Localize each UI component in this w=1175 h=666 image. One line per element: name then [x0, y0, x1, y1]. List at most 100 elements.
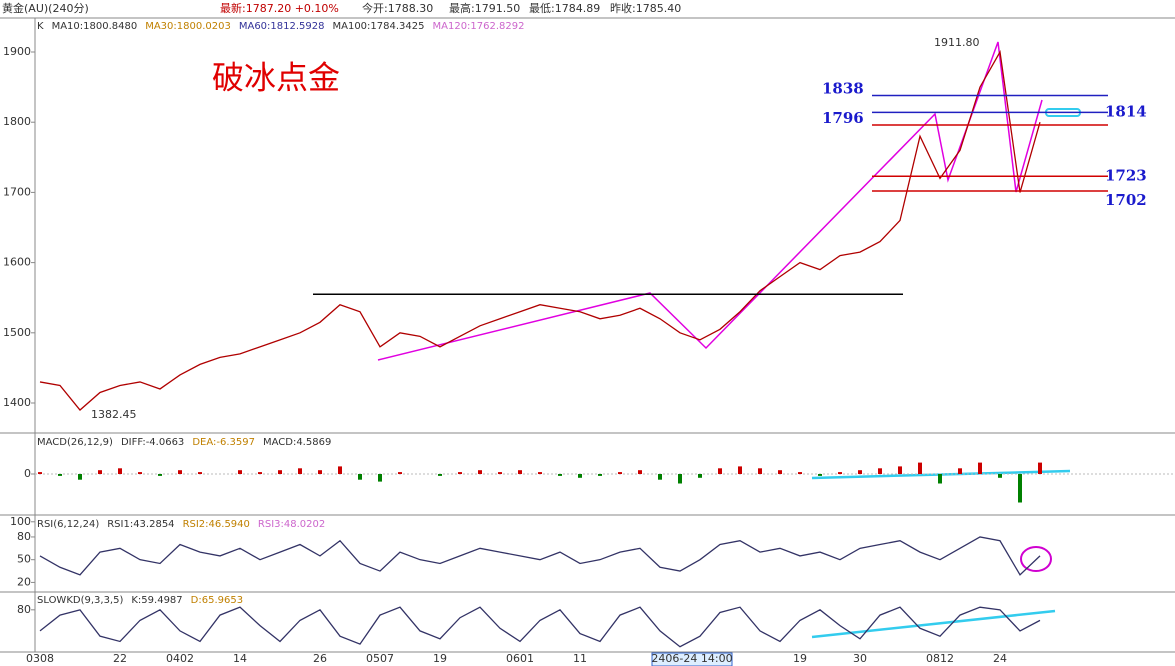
macd-bar — [338, 466, 342, 474]
macd-bar — [978, 462, 982, 474]
macd-bar — [38, 472, 42, 474]
chart-title: 破冰点金 — [212, 59, 340, 97]
macd-bar — [918, 462, 922, 474]
macd-bar — [578, 474, 582, 478]
highlight-circle — [1020, 546, 1052, 572]
macd-bar — [478, 470, 482, 474]
indicator-label: RSI1:43.2854 — [107, 519, 174, 530]
macd-bar — [378, 474, 382, 482]
indicator-label: MA100:1784.3425 — [332, 21, 424, 32]
x-tick-label: 0308 — [26, 652, 54, 665]
indicator-label: DIFF:-4.0663 — [121, 437, 184, 448]
macd-bar — [458, 472, 462, 474]
x-tick-label: 19 — [433, 652, 447, 665]
macd-bar — [938, 474, 942, 484]
macd-bar — [558, 474, 562, 476]
macd-bar — [898, 466, 902, 474]
low: 最低:1784.89 — [529, 2, 600, 15]
cursor-box — [651, 652, 733, 666]
macd-bar — [598, 474, 602, 476]
macd-bar — [98, 470, 102, 474]
macd-bar — [258, 472, 262, 474]
level-label: 1796 — [822, 109, 864, 127]
macd-bar — [198, 472, 202, 474]
indicator-label: RSI(6,12,24) — [37, 519, 99, 530]
open: 今开:1788.30 — [362, 1, 433, 15]
low-label: 1382.45 — [91, 408, 137, 421]
macd-bar — [858, 470, 862, 474]
y-tick-label: 1800 — [3, 115, 31, 128]
macd-bar — [778, 470, 782, 474]
y-tick-label: 50 — [17, 553, 31, 566]
high-label: 1911.80 — [934, 36, 980, 49]
indicator-label: SLOWKD(9,3,3,5) — [37, 595, 123, 606]
macd-bar — [318, 470, 322, 474]
cursor-label: 2406-24 14:00 — [651, 652, 732, 665]
symbol: 黄金(AU)(240分) — [2, 1, 89, 15]
y-tick-label: 80 — [17, 530, 31, 543]
x-tick-label: 26 — [313, 652, 327, 665]
macd-bar — [278, 470, 282, 474]
level-label: 1814 — [1105, 102, 1147, 120]
indicator-label: MA10:1800.8480 — [52, 21, 138, 32]
macd-bar — [518, 470, 522, 474]
macd-bar — [638, 470, 642, 474]
macd-bar — [998, 474, 1002, 478]
macd-bar — [718, 468, 722, 474]
y-tick-label: 100 — [10, 515, 31, 528]
indicator-label: MA30:1800.0203 — [145, 21, 231, 32]
x-tick-label: 11 — [573, 652, 587, 665]
y-tick-label: 1600 — [3, 256, 31, 269]
macd-bar — [138, 472, 142, 474]
indicator-label: D:65.9653 — [191, 595, 243, 606]
x-tick-label: 24 — [993, 652, 1007, 665]
macd-bar — [238, 470, 242, 474]
level-label: 1723 — [1105, 166, 1147, 184]
macd-bar — [178, 470, 182, 474]
high: 最高:1791.50 — [449, 1, 520, 15]
trend-line — [377, 41, 1043, 361]
macd-bar — [78, 474, 82, 480]
macd-bar — [1038, 462, 1042, 474]
latest: 最新:1787.20 +0.10% — [220, 1, 339, 15]
prev-close: 昨收:1785.40 — [610, 1, 681, 15]
macd-bar — [818, 474, 822, 476]
macd-bar — [678, 474, 682, 484]
x-tick-label: 0601 — [506, 652, 534, 665]
x-tick-label: 0507 — [366, 652, 394, 665]
level-label: 1838 — [822, 80, 864, 98]
indicator-label: MACD:4.5869 — [263, 437, 331, 448]
level-label: 1702 — [1105, 191, 1147, 209]
indicator-label: MA120:1762.8292 — [433, 21, 525, 32]
x-tick-label: 0812 — [926, 652, 954, 665]
macd-bar — [738, 466, 742, 474]
trend-line — [811, 609, 1056, 639]
macd-bar — [438, 474, 442, 476]
macd-bar — [958, 468, 962, 474]
indicator-label: RSI3:48.0202 — [258, 519, 325, 530]
series-line — [39, 50, 1041, 411]
y-tick-label: 80 — [17, 603, 31, 616]
y-tick-label: 1900 — [3, 45, 31, 58]
y-tick-label: 1700 — [3, 185, 31, 198]
y-tick-label: 1500 — [3, 326, 31, 339]
macd-bar — [538, 472, 542, 474]
macd-bar — [298, 468, 302, 474]
indicator-label: MACD(26,12,9) — [37, 437, 113, 448]
y-tick-label: 0 — [24, 467, 31, 480]
indicator-label: MA60:1812.5928 — [239, 21, 325, 32]
macd-bar — [1018, 474, 1022, 503]
x-tick-label: 14 — [233, 652, 247, 665]
indicator-label: K — [37, 21, 44, 32]
macd-bar — [658, 474, 662, 480]
x-tick-label: 0402 — [166, 652, 194, 665]
macd-bar — [358, 474, 362, 480]
macd-bar — [58, 474, 62, 476]
x-tick-label: 19 — [793, 652, 807, 665]
macd-bar — [758, 468, 762, 474]
series-line — [39, 606, 1041, 648]
macd-bar — [798, 472, 802, 474]
indicator-label: K:59.4987 — [131, 595, 182, 606]
